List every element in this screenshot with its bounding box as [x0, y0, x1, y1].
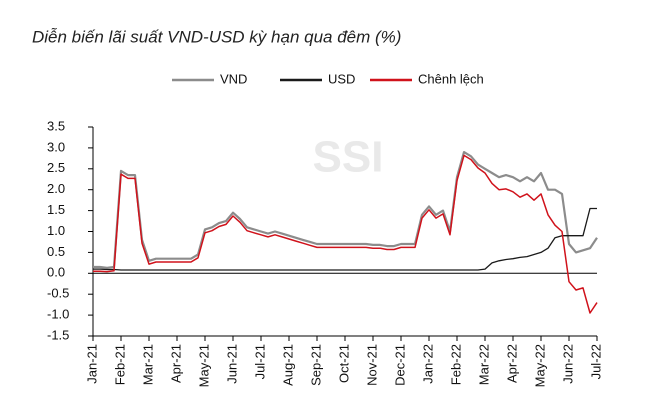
- line-series: [93, 207, 597, 271]
- y-tick-label: -1.0: [47, 307, 69, 322]
- x-tick-label: Apr-22: [504, 344, 519, 383]
- x-tick-label: Jul-21: [252, 344, 267, 379]
- x-tick-label: Jan-21: [84, 344, 99, 384]
- x-tick-label: Mar-21: [140, 344, 155, 385]
- line-series: [93, 151, 598, 269]
- watermark: SSI: [313, 133, 384, 182]
- y-tick-label: 0.5: [47, 244, 65, 259]
- y-tick-label: 0.0: [47, 265, 65, 280]
- y-tick-label: -0.5: [47, 286, 69, 301]
- y-tick-label: -1.5: [47, 327, 69, 342]
- x-tick-label: Sep-21: [308, 344, 323, 386]
- x-tick-label: Aug-21: [280, 344, 295, 386]
- x-tick-label: Oct-21: [336, 344, 351, 383]
- legend-label: VND: [220, 71, 247, 86]
- legend-label: USD: [328, 71, 355, 86]
- x-tick-label: Feb-22: [448, 344, 463, 385]
- x-tick-label: Jul-22: [588, 344, 603, 379]
- y-tick-label: 2.5: [47, 160, 65, 175]
- y-tick-label: 3.0: [47, 139, 65, 154]
- legend-label: Chênh lệch: [418, 71, 484, 86]
- y-tick-label: 1.5: [47, 202, 65, 217]
- x-tick-label: May-22: [532, 344, 547, 387]
- line-series: [93, 154, 598, 314]
- y-tick-label: 1.0: [47, 223, 65, 238]
- x-tick-label: Jan-22: [420, 344, 435, 384]
- x-tick-label: Nov-21: [364, 344, 379, 386]
- x-tick-label: Jun-22: [560, 344, 575, 384]
- y-tick-label: 3.5: [47, 118, 65, 133]
- x-tick-label: Feb-21: [112, 344, 127, 385]
- x-tick-label: Dec-21: [392, 344, 407, 386]
- chart-title: Diễn biến lãi suất VND-USD kỳ hạn qua đê…: [32, 27, 401, 46]
- x-tick-label: Mar-22: [476, 344, 491, 385]
- x-tick-label: Apr-21: [168, 344, 183, 383]
- y-tick-label: 2.0: [47, 181, 65, 196]
- x-tick-label: Jun-21: [224, 344, 239, 384]
- x-tick-label: May-21: [196, 344, 211, 387]
